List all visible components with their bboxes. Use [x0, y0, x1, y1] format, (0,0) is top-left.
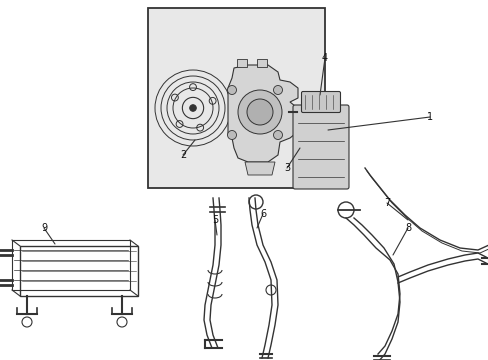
Polygon shape — [227, 65, 299, 162]
Bar — [237, 59, 246, 67]
Circle shape — [238, 90, 282, 134]
Bar — [12, 240, 130, 290]
Text: 6: 6 — [260, 209, 265, 219]
Text: 9: 9 — [41, 223, 47, 233]
Text: 3: 3 — [284, 163, 289, 173]
Text: 5: 5 — [211, 215, 218, 225]
Circle shape — [273, 86, 282, 95]
Text: 7: 7 — [383, 198, 389, 208]
Circle shape — [227, 86, 236, 95]
Text: 4: 4 — [321, 53, 327, 63]
Text: 2: 2 — [180, 150, 186, 160]
FancyBboxPatch shape — [301, 91, 340, 113]
FancyBboxPatch shape — [292, 105, 348, 189]
Circle shape — [227, 131, 236, 140]
Text: 8: 8 — [404, 223, 410, 233]
Circle shape — [273, 131, 282, 140]
Bar — [148, 8, 325, 188]
Circle shape — [246, 99, 272, 125]
Polygon shape — [244, 162, 274, 175]
Bar — [20, 246, 138, 296]
Bar — [257, 59, 266, 67]
Text: 1: 1 — [426, 112, 432, 122]
Circle shape — [189, 105, 196, 112]
